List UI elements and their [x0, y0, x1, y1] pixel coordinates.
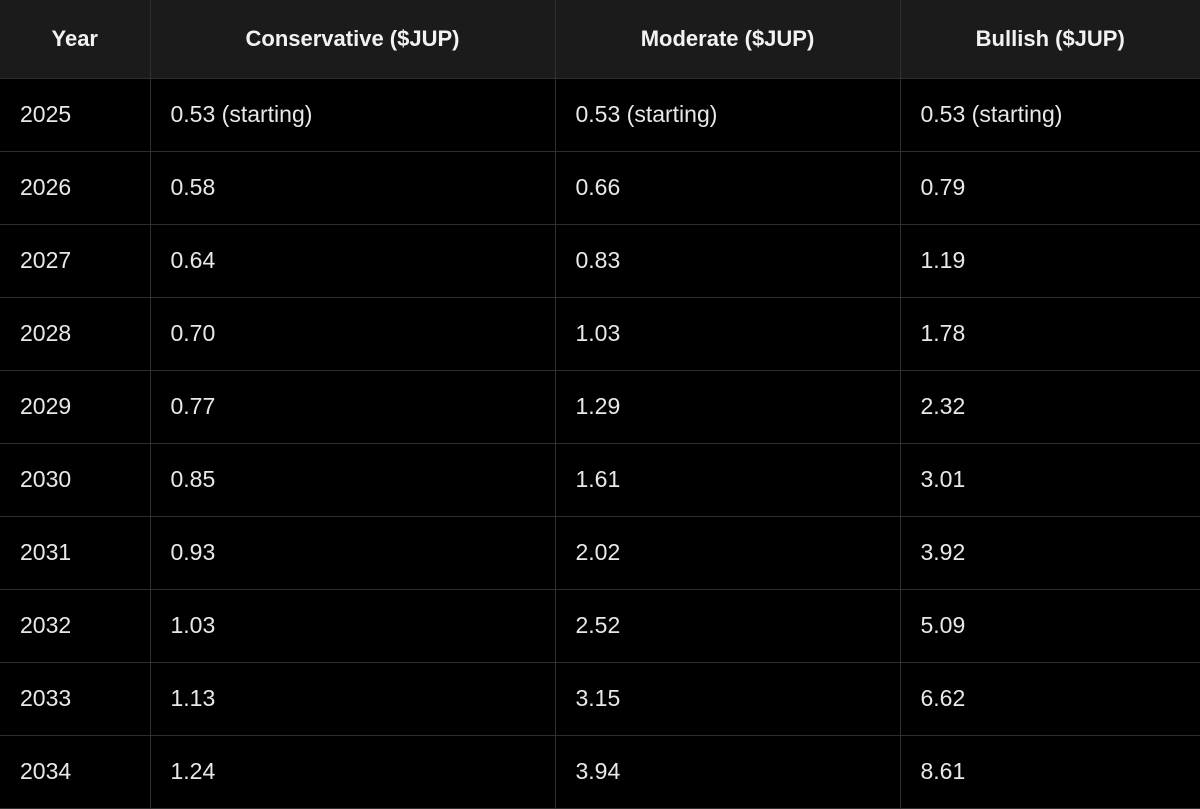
cell-bullish: 3.92 — [899, 515, 1200, 590]
table-header: Year Conservative ($JUP) Moderate ($JUP)… — [0, 0, 1200, 79]
cell-moderate: 3.15 — [554, 661, 901, 736]
cell-year: 2030 — [0, 442, 151, 517]
cell-bullish: 1.19 — [899, 223, 1200, 298]
table-row: 2033 1.13 3.15 6.62 — [0, 661, 1200, 736]
cell-year: 2026 — [0, 150, 151, 225]
cell-bullish: 3.01 — [899, 442, 1200, 517]
cell-conservative: 1.13 — [149, 661, 556, 736]
cell-moderate: 0.83 — [554, 223, 901, 298]
header-moderate: Moderate ($JUP) — [554, 0, 901, 79]
cell-conservative: 0.93 — [149, 515, 556, 590]
table-row: 2029 0.77 1.29 2.32 — [0, 369, 1200, 444]
cell-bullish: 2.32 — [899, 369, 1200, 444]
cell-conservative: 0.53 (starting) — [149, 77, 556, 152]
cell-conservative: 0.64 — [149, 223, 556, 298]
table-row: 2027 0.64 0.83 1.19 — [0, 223, 1200, 298]
cell-moderate: 0.66 — [554, 150, 901, 225]
cell-bullish: 5.09 — [899, 588, 1200, 663]
cell-bullish: 1.78 — [899, 296, 1200, 371]
table-row: 2028 0.70 1.03 1.78 — [0, 296, 1200, 371]
cell-moderate: 1.03 — [554, 296, 901, 371]
cell-bullish: 0.79 — [899, 150, 1200, 225]
table-row: 2031 0.93 2.02 3.92 — [0, 515, 1200, 590]
table-row: 2032 1.03 2.52 5.09 — [0, 588, 1200, 663]
cell-year: 2025 — [0, 77, 151, 152]
cell-year: 2034 — [0, 734, 151, 809]
table-row: 2025 0.53 (starting) 0.53 (starting) 0.5… — [0, 77, 1200, 152]
cell-moderate: 1.61 — [554, 442, 901, 517]
cell-bullish: 8.61 — [899, 734, 1200, 809]
cell-moderate: 2.02 — [554, 515, 901, 590]
cell-conservative: 0.70 — [149, 296, 556, 371]
cell-moderate: 0.53 (starting) — [554, 77, 901, 152]
table-body: 2025 0.53 (starting) 0.53 (starting) 0.5… — [0, 77, 1200, 809]
header-bullish: Bullish ($JUP) — [899, 0, 1200, 79]
cell-conservative: 0.85 — [149, 442, 556, 517]
cell-conservative: 0.58 — [149, 150, 556, 225]
cell-year: 2033 — [0, 661, 151, 736]
cell-conservative: 1.24 — [149, 734, 556, 809]
table-row: 2030 0.85 1.61 3.01 — [0, 442, 1200, 517]
cell-moderate: 3.94 — [554, 734, 901, 809]
table-row: 2026 0.58 0.66 0.79 — [0, 150, 1200, 225]
cell-moderate: 2.52 — [554, 588, 901, 663]
header-conservative: Conservative ($JUP) — [149, 0, 556, 79]
cell-year: 2028 — [0, 296, 151, 371]
cell-bullish: 6.62 — [899, 661, 1200, 736]
cell-bullish: 0.53 (starting) — [899, 77, 1200, 152]
cell-year: 2032 — [0, 588, 151, 663]
cell-conservative: 1.03 — [149, 588, 556, 663]
header-year: Year — [0, 0, 151, 79]
cell-conservative: 0.77 — [149, 369, 556, 444]
cell-year: 2029 — [0, 369, 151, 444]
cell-moderate: 1.29 — [554, 369, 901, 444]
cell-year: 2031 — [0, 515, 151, 590]
header-row: Year Conservative ($JUP) Moderate ($JUP)… — [0, 0, 1200, 79]
cell-year: 2027 — [0, 223, 151, 298]
table-row: 2034 1.24 3.94 8.61 — [0, 734, 1200, 809]
